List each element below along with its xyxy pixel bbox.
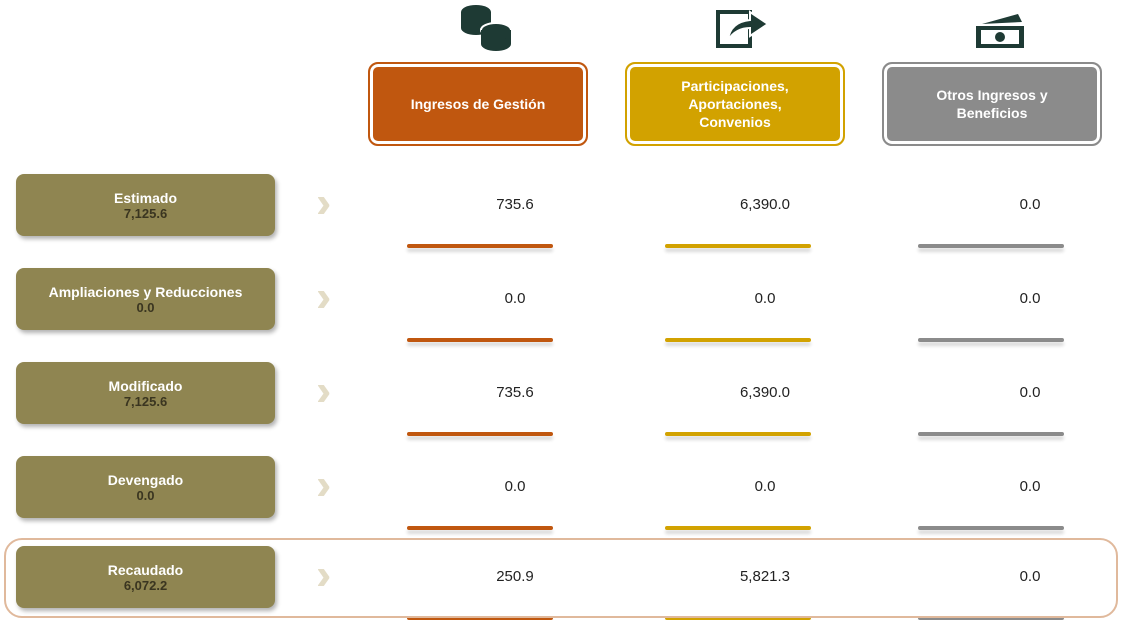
chevron: ›› (316, 272, 331, 321)
cell-value: 0.0 (1019, 384, 1041, 401)
icons (461, 5, 1024, 51)
cell-underline (665, 244, 811, 248)
row-total: 6,072.2 (123, 577, 168, 593)
column-header: Ingresos de Gestión (368, 62, 588, 146)
cell-value: 5,821.3 (739, 568, 791, 585)
cell-value: 6,390.0 (739, 196, 791, 213)
row-label: Devengado 0.0 (16, 456, 275, 518)
row-label: Estimado 7,125.6 (16, 174, 275, 236)
row-label: Estimado (113, 189, 177, 206)
cell-underline (665, 432, 811, 436)
column-header: Participaciones, Aportaciones, Convenios (625, 62, 845, 146)
cell-underline (407, 338, 553, 342)
row-label: Devengado (107, 471, 184, 488)
cell-underline (665, 338, 811, 342)
cell-value: 735.6 (496, 384, 534, 401)
column-label: Participaciones, Aportaciones, Convenios (681, 78, 789, 130)
cell-underline (665, 616, 811, 620)
cell-underline (918, 338, 1064, 342)
row-total: 7,125.6 (123, 205, 168, 221)
highlight (4, 538, 1118, 618)
column-header: Otros Ingresos y Beneficios (882, 62, 1102, 146)
coins-icon (461, 5, 512, 51)
cash-icon (976, 14, 1024, 48)
row-total: 7,125.6 (123, 393, 168, 409)
chevron: ›› (316, 550, 331, 599)
column-label: Otros Ingresos y Beneficios (936, 87, 1048, 121)
cell-underline (407, 432, 553, 436)
cell-value: 735.6 (496, 196, 534, 213)
cell-value: 0.0 (1019, 568, 1041, 585)
row-label: Modificado 7,125.6 (16, 362, 275, 424)
chevron: ›› (316, 366, 331, 415)
cell-value: 250.9 (496, 568, 534, 585)
cell-underline (665, 526, 811, 530)
row-label: Ampliaciones y Reducciones 0.0 (16, 268, 275, 330)
cell-value: 0.0 (1019, 290, 1041, 307)
row-total: 0.0 (136, 487, 155, 503)
chevron: ›› (316, 178, 331, 227)
cell-value: 0.0 (1019, 196, 1041, 213)
cell-value: 0.0 (504, 478, 526, 495)
chevron: ›› (316, 460, 331, 509)
row-total: 0.0 (136, 299, 155, 315)
cell-underline (918, 244, 1064, 248)
cell-value: 6,390.0 (739, 384, 791, 401)
cell-value: 0.0 (1019, 478, 1041, 495)
cell-value: 0.0 (754, 290, 776, 307)
cell-underline (407, 616, 553, 620)
share-icon (716, 10, 770, 48)
cell-underline (918, 616, 1064, 620)
row-label: Recaudado 6,072.2 (16, 546, 275, 608)
row-label: Ampliaciones y Reducciones (48, 283, 243, 300)
cell-underline (407, 526, 553, 530)
cell-value: 0.0 (754, 478, 776, 495)
cell-value: 0.0 (504, 290, 526, 307)
cell-underline (407, 244, 553, 248)
row-label: Modificado (108, 377, 183, 394)
cell-underline (918, 526, 1064, 530)
column-label: Ingresos de Gestión (410, 96, 546, 112)
row-label: Recaudado (107, 561, 184, 578)
cell-underline (918, 432, 1064, 436)
